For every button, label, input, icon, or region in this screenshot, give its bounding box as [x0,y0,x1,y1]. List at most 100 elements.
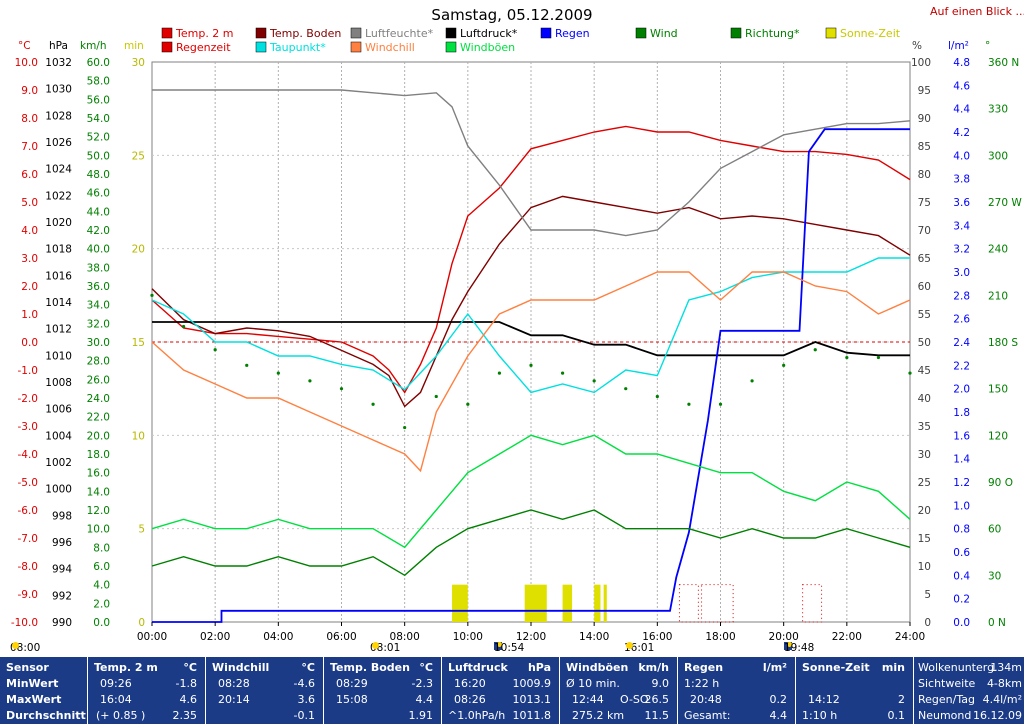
richtung-point [876,355,881,360]
legend-label: Taupunkt* [269,41,326,54]
sonne-title: Sonne-Zeit [802,661,870,674]
sonne-r3a: 1:10 h [802,709,838,722]
x-tick-label: 12:00 [516,631,546,643]
legend-label: Temp. Boden [269,27,341,40]
avg-label: Durchschnitt [6,709,86,722]
speed-tick-label: 56.0 [87,94,110,106]
windboeen-r1b: 9.0 [651,677,670,690]
legend-swatch [350,27,362,39]
temp-tick-label: 2.0 [21,281,38,293]
boden-unit: °C [419,661,433,674]
percent-tick-label: 55 [918,309,931,321]
richtung-point [560,371,565,375]
temp-tick-label: -1.0 [18,365,39,377]
grid [152,62,910,622]
legend-label: Luftdruck* [460,27,518,40]
legend-swatch [161,41,173,53]
rain-period-bar [701,584,734,623]
legend-label: Temp. 2 m [175,27,234,40]
pressure-tick-label: 1010 [45,350,72,362]
min-label: MinWert [6,677,59,690]
rain-tick-label: 0.0 [953,617,970,629]
windboeen-r2b: 26.5 [644,693,670,706]
minutes-tick-label: 25 [132,150,145,162]
percent-tick-label: 50 [918,337,931,349]
pressure-tick-label: 1024 [45,164,72,176]
direction-tick-label: 60 [988,524,1001,536]
stats-boden: Temp. Boden °C 08:29 -2.3 15:08 4.4 1.91 [324,657,442,724]
period-bars [452,584,823,623]
rain-tick-label: 2.0 [953,384,970,396]
rain-unit-label: l/m² [948,40,969,52]
extra-l4: Neumond [918,709,972,722]
richtung-point [908,371,912,375]
speed-tick-label: 58.0 [87,76,110,88]
stats-extra: Wolkenunterg. 134m Sichtweite 4-8km Rege… [914,657,1024,724]
pressure-tick-label: 1012 [45,324,72,336]
windb-en-line [151,434,911,549]
regen-r3b: 4.4 [769,709,788,722]
percent-tick-label: 45 [918,365,931,377]
percent-tick-label: 15 [918,533,931,545]
rain-tick-label: 0.4 [953,570,970,582]
boden-title: Temp. Boden [330,661,410,674]
temp-tick-label: -7.0 [18,533,39,545]
wind-line [151,509,911,577]
temp-tick-label: 10.0 [15,57,38,69]
richtung-point [339,387,344,391]
rain-tick-label: 2.8 [953,290,970,302]
temp-tick-label: -2.0 [18,393,39,405]
luftdruck-line [152,321,910,357]
windchill-min: -4.6 [293,677,315,690]
temp2m-avg-note: (+ 0.85 ) [96,709,146,722]
sun-period-bar [594,584,601,622]
legend-label: Windchill [365,41,415,54]
temp-tick-label: -6.0 [18,505,39,517]
percent-tick-label: 60 [918,281,931,293]
direction-tick-label: 0 N [988,617,1006,629]
rain-tick-label: 1.6 [953,430,970,442]
speed-tick-label: 24.0 [87,393,110,405]
stats-sonne: Sonne-Zeit min 14:12 2 1:10 h 0.1 [796,657,914,724]
pressure-tick-label: 1032 [45,57,72,69]
pressure-tick-label: 994 [52,564,72,576]
regen-r2a: 20:48 [690,693,722,706]
temp-tick-label: 9.0 [21,85,38,97]
sun-period-bar [603,584,607,622]
luftdruck-avg: 1011.8 [512,709,552,722]
luftdruck-unit: hPa [527,661,551,674]
pressure-tick-label: 1020 [45,217,72,229]
pressure-tick-label: 1028 [45,110,72,122]
luftdruck-max-time: 08:26 [454,693,486,706]
direction-tick-label: 270 W [988,197,1022,209]
pressure-tick-label: 1016 [45,270,72,282]
x-axis: 00:00 02:00 04:00 06:00 08:00 10:00 12:00 14:00… [137,622,925,643]
percent-tick-label: 95 [918,85,931,97]
speed-tick-label: 60.0 [87,57,110,69]
percent-unit-label: % [912,40,922,52]
percent-tick-label: 85 [918,141,931,153]
x-tick-label: 16:00 [642,631,672,643]
temp-tick-label: 5.0 [21,197,38,209]
pressure-tick-label: 1002 [45,457,72,469]
windchill-unit: °C [301,661,315,674]
richtung-point [371,402,375,406]
rain-tick-label: 2.2 [953,360,970,372]
temp2m-min: -1.8 [175,677,197,690]
percent-tick-label: 35 [918,421,931,433]
extra-l1: Wolkenunterg. [918,661,998,674]
regen-title: Regen [684,661,724,674]
windboeen-unit: km/h [638,661,669,674]
stats-regen: Regen l/m² 1:22 h 20:48 0.2 Gesamt: 4.4 [678,657,796,724]
percent-tick-label: 40 [918,393,931,405]
overview-link[interactable]: Auf einen Blick ... [930,5,1024,18]
direction-tick-label: 330 [988,104,1008,116]
legend-swatch [730,27,742,39]
richtung-point [750,379,754,383]
x-tick-label: 22:00 [832,631,862,643]
rain-tick-label: 2.6 [953,314,970,326]
sun-period-bar [452,584,468,622]
percent-tick-label: 10 [918,561,931,573]
percent-tick-label: 80 [918,169,931,181]
luftdruck-avg-note: ^1.0hPa/h [448,709,506,722]
